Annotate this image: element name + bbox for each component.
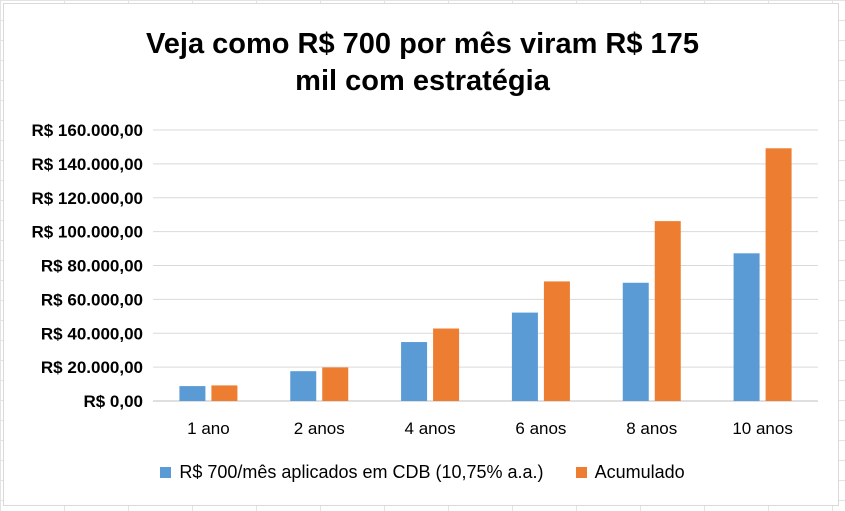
y-tick-label: R$ 80.000,00: [41, 257, 143, 276]
y-tick-label: R$ 140.000,00: [31, 155, 143, 174]
chart-title-line-2: mil com estratégia: [295, 65, 550, 97]
bar-cdb[interactable]: [401, 342, 428, 401]
bar-acumulado[interactable]: [433, 328, 460, 401]
legend-label-acumulado: Acumulado: [594, 462, 685, 482]
legend-item-acumulado: Acumulado: [575, 462, 685, 483]
legend-swatch-acumulado: [575, 467, 587, 478]
x-tick-label: 8 anos: [626, 419, 677, 438]
bar-cdb[interactable]: [511, 312, 538, 401]
bar-acumulado[interactable]: [322, 367, 349, 401]
y-tick-label: R$ 20.000,00: [41, 358, 143, 377]
y-tick-label: R$ 100.000,00: [31, 223, 143, 242]
bar-cdb[interactable]: [622, 282, 649, 401]
chart-title: Veja como R$ 700 por mês viram R$ 175 mi…: [0, 26, 845, 100]
y-tick-label: R$ 0,00: [83, 392, 143, 411]
x-tick-label: 2 anos: [294, 419, 345, 438]
x-tick-label: 6 anos: [515, 419, 566, 438]
x-tick-label: 4 anos: [405, 419, 456, 438]
legend-label-cdb: R$ 700/mês aplicados em CDB (10,75% a.a.…: [179, 462, 544, 482]
bar-cdb[interactable]: [733, 253, 760, 401]
y-tick-label: R$ 160.000,00: [31, 121, 143, 140]
x-tick-label: 1 ano: [187, 419, 230, 438]
legend-swatch-cdb: [160, 467, 172, 478]
y-tick-label: R$ 120.000,00: [31, 189, 143, 208]
x-tick-label: 10 anos: [732, 419, 793, 438]
bar-acumulado[interactable]: [654, 221, 681, 401]
chart-title-line-1: Veja como R$ 700 por mês viram R$ 175: [146, 28, 699, 60]
chart-area[interactable]: [3, 3, 839, 506]
bar-cdb[interactable]: [290, 371, 317, 401]
chart-legend: R$ 700/mês aplicados em CDB (10,75% a.a.…: [0, 462, 845, 483]
legend-item-cdb: R$ 700/mês aplicados em CDB (10,75% a.a.…: [160, 462, 544, 483]
bar-acumulado[interactable]: [211, 385, 238, 401]
bar-acumulado[interactable]: [765, 148, 792, 401]
bar-acumulado[interactable]: [543, 281, 570, 401]
y-tick-label: R$ 40.000,00: [41, 324, 143, 343]
bar-cdb[interactable]: [179, 386, 206, 401]
y-tick-label: R$ 60.000,00: [41, 290, 143, 309]
